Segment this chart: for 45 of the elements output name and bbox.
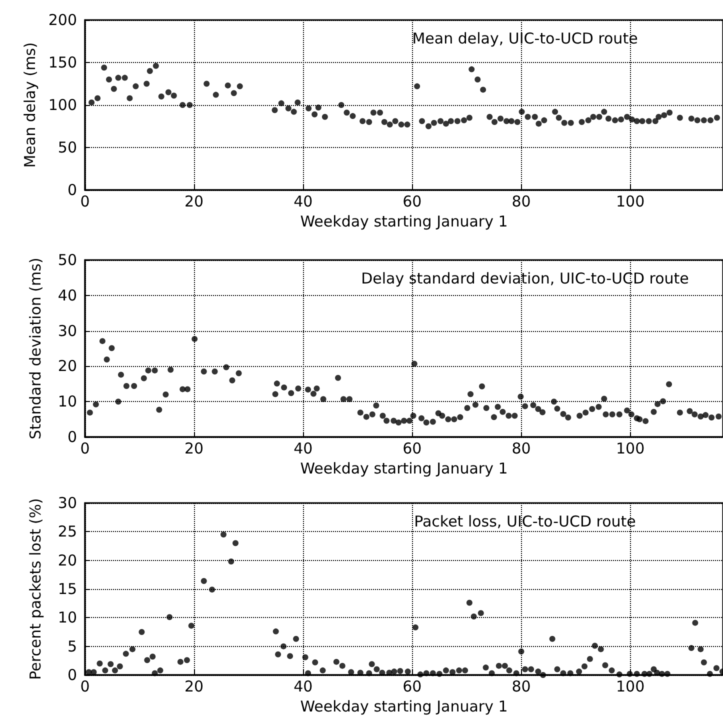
text: Mean delay, UIC-to-UCD route — [412, 30, 638, 48]
x-axis-title: Weekday starting January 1 — [300, 212, 508, 230]
x-tick-label: 0 — [80, 192, 90, 210]
y-tick-label: 30 — [58, 494, 77, 512]
y-tick-label: 20 — [58, 551, 77, 570]
x-tick-label: 0 — [80, 678, 90, 696]
x-tick-label: 80 — [512, 192, 531, 210]
x-tick-label: 60 — [402, 440, 422, 458]
y-tick-label: 0 — [67, 666, 77, 684]
y-tick-label: 20 — [58, 357, 77, 376]
y-tick-label: 25 — [58, 522, 77, 541]
y-tick-label: 40 — [58, 286, 77, 304]
y-tick-label: 200 — [48, 11, 77, 29]
x-tick-label: 40 — [294, 440, 313, 458]
x-axis-title: Weekday starting January 1 — [300, 459, 508, 478]
y-tick-label: 5 — [67, 637, 77, 656]
x-tick-label: 60 — [402, 192, 422, 210]
x-tick-label: 20 — [184, 678, 204, 696]
y-tick-label: 50 — [58, 251, 77, 269]
x-tick-label: 40 — [294, 678, 313, 696]
x-tick-label: 80 — [512, 678, 531, 696]
y-tick-label: 30 — [58, 322, 77, 340]
x-tick-label: 100 — [616, 440, 645, 458]
x-tick-label: 0 — [80, 440, 90, 458]
y-axis-title: Standard deviation (ms) — [26, 258, 44, 440]
x-tick-label: 100 — [616, 192, 645, 210]
y-tick-label: 50 — [58, 138, 77, 156]
y-tick-label: 0 — [67, 181, 77, 199]
x-tick-label: 20 — [184, 440, 204, 458]
text: Packet loss, UIC-to-UCD route — [414, 512, 636, 530]
x-tick-label: 100 — [616, 678, 645, 696]
y-tick-label: 150 — [48, 54, 77, 72]
y-axis-title: Percent packets lost (%) — [26, 498, 44, 680]
x-tick-label: 20 — [184, 192, 204, 210]
y-tick-label: 100 — [48, 96, 77, 114]
x-axis-title: Weekday starting January 1 — [300, 697, 508, 716]
y-axis-title: Mean delay (ms) — [20, 42, 39, 168]
y-tick-label: 10 — [58, 392, 77, 411]
y-tick-label: 0 — [67, 428, 77, 446]
x-tick-label: 40 — [294, 192, 313, 210]
x-tick-label: 80 — [512, 440, 531, 458]
x-tick-label: 60 — [402, 678, 422, 696]
y-tick-label: 10 — [58, 608, 77, 627]
text: Delay standard deviation, UIC-to-UCD route — [361, 270, 689, 288]
y-tick-label: 15 — [58, 580, 77, 598]
